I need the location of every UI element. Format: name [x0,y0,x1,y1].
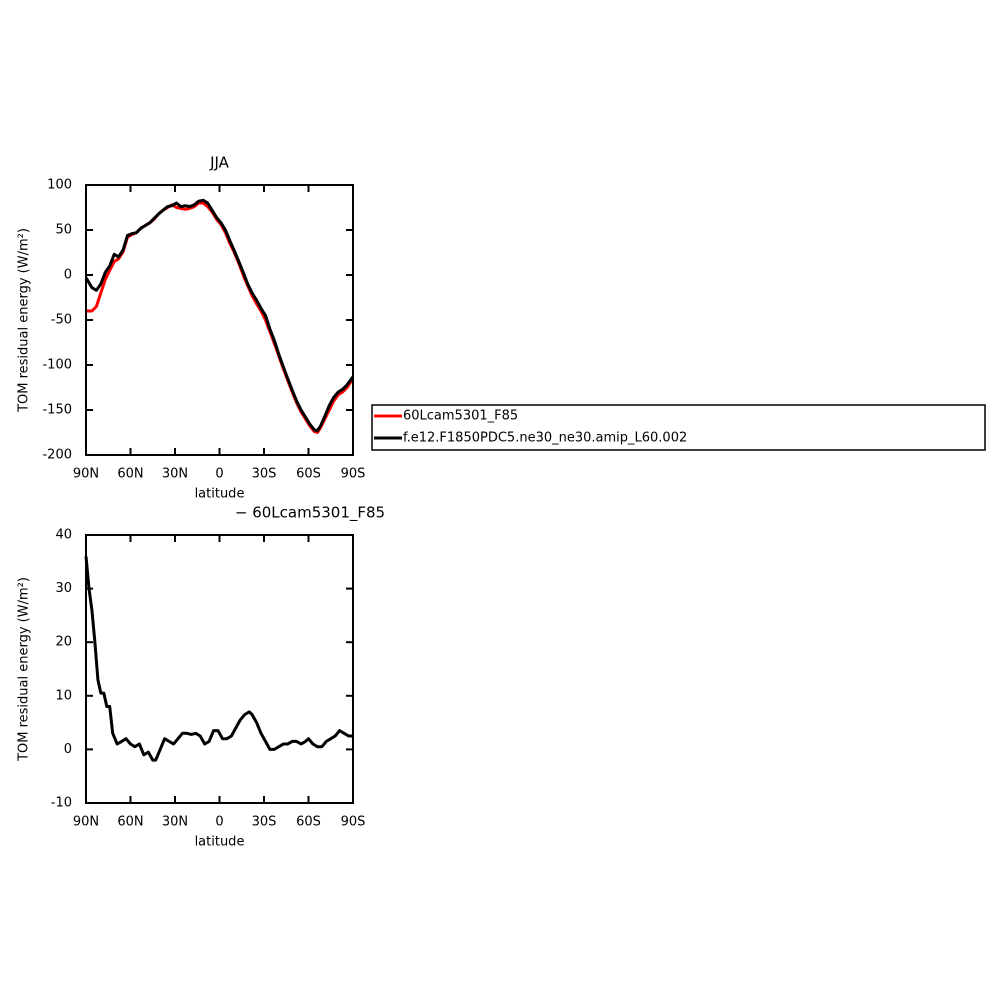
y-tick-label: 30 [55,581,72,596]
x-tick-label: 60S [296,815,321,830]
x-tick-label: 90N [73,467,99,482]
x-tick-label: 30N [162,815,188,830]
y-tick-label: -50 [51,313,72,328]
legend-label: 60Lcam5301_F85 [403,409,518,424]
chart-title: JJA [209,154,230,172]
x-axis-label: latitude [195,835,245,850]
y-tick-label: 40 [55,528,72,543]
x-tick-label: 60S [296,467,321,482]
x-axis-label: latitude [195,487,245,502]
plot-frame [85,184,354,456]
y-tick-label: 0 [64,268,72,283]
x-tick-label: 30S [252,815,277,830]
y-tick-label: -100 [42,358,72,373]
y-tick-label: -10 [51,796,72,811]
data-line [84,198,355,433]
y-tick-label: -200 [42,448,72,463]
x-tick-label: 0 [215,467,223,482]
x-tick-label: 90N [73,815,99,830]
y-tick-label: 10 [55,688,72,703]
y-axis-label: TOM residual energy (W/m²) [17,577,32,762]
x-tick-label: 30N [162,467,188,482]
x-tick-label: 90S [341,815,366,830]
legend-box [371,404,986,451]
y-tick-label: -150 [42,403,72,418]
data-line [84,556,353,762]
x-tick-label: 90S [341,467,366,482]
x-tick-label: 0 [215,815,223,830]
x-tick-label: 60N [117,815,143,830]
x-tick-label: 30S [252,467,277,482]
y-tick-label: 20 [55,635,72,650]
x-tick-label: 60N [117,467,143,482]
y-tick-label: 100 [47,178,72,193]
y-axis-label: TOM residual energy (W/m²) [17,228,32,413]
legend-label: f.e12.F1850PDC5.ne30_ne30.amip_L60.002 [403,431,687,446]
y-tick-label: 0 [64,742,72,757]
plot-frame [85,534,354,804]
y-tick-label: 50 [55,223,72,238]
chart-title: − 60Lcam5301_F85 [235,504,385,523]
